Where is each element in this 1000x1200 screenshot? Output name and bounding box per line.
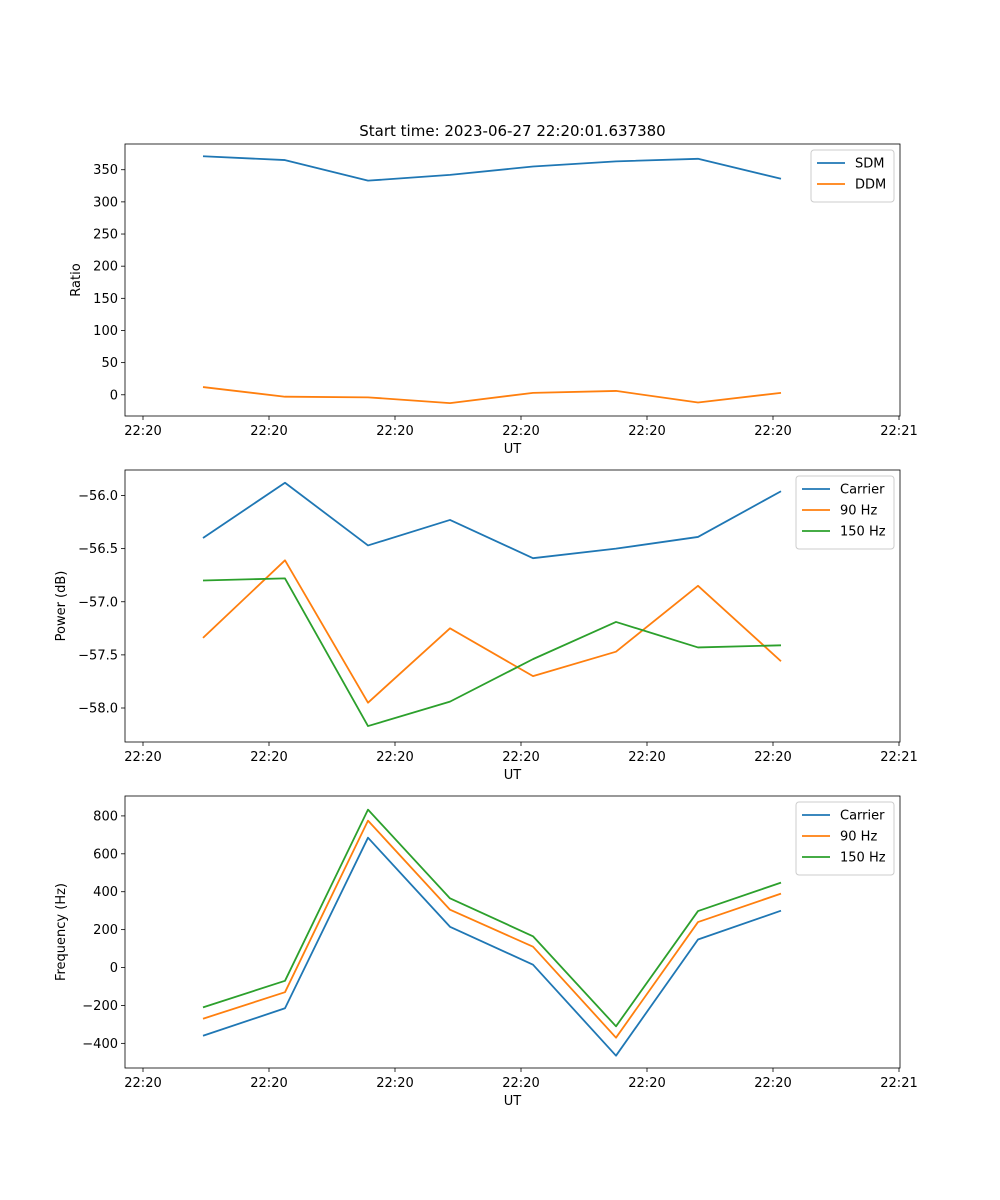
y-tick-label: −56.0 (78, 489, 118, 504)
legend-label: 90 Hz (840, 504, 877, 519)
y-tick-label: 350 (93, 163, 118, 178)
legend-label: Carrier (840, 809, 885, 824)
x-axis-label: UT (504, 442, 522, 457)
y-tick-label: 200 (93, 260, 118, 275)
x-tick-label: 22:20 (754, 750, 791, 765)
x-tick-label: 22:20 (124, 750, 161, 765)
series-line-90-hz (202, 559, 782, 704)
y-tick-label: 100 (93, 324, 118, 339)
plot-frame (124, 795, 901, 1069)
legend-label: 150 Hz (840, 525, 886, 540)
y-tick-label: −200 (82, 999, 118, 1014)
x-tick-label: 22:20 (250, 750, 287, 765)
series-line-carrier (202, 836, 782, 1057)
y-tick-label: −56.5 (78, 542, 118, 557)
x-tick-label: 22:21 (880, 424, 917, 439)
legend: Carrier 90 Hz 150 Hz (795, 475, 895, 550)
x-axis-label: UT (504, 1094, 522, 1109)
x-tick-label: 22:21 (880, 1076, 917, 1091)
series-line-150-hz (202, 808, 782, 1028)
plot-frame (124, 469, 901, 743)
legend-label: SDM (855, 157, 884, 172)
x-tick-label: 22:20 (124, 424, 161, 439)
y-axis-label: Frequency (Hz) (54, 883, 69, 981)
y-tick-label: −57.0 (78, 595, 118, 610)
legend-label: Carrier (840, 483, 885, 498)
series-line-150-hz (202, 577, 782, 727)
x-tick-label: 22:20 (250, 424, 287, 439)
x-tick-label: 22:21 (880, 750, 917, 765)
y-tick-label: 150 (93, 292, 118, 307)
x-tick-label: 22:20 (754, 424, 791, 439)
x-tick-label: 22:20 (376, 750, 413, 765)
y-tick-label: −57.5 (78, 648, 118, 663)
chart-panel-2: −58.0 −57.5 −57.0 −56.5 −56.0 22:20 22:20 22:20… (54, 469, 918, 783)
y-tick-label: 800 (93, 809, 118, 824)
y-tick-label: −400 (82, 1037, 118, 1052)
x-tick-label: 22:20 (376, 1076, 413, 1091)
y-tick-label: 0 (110, 961, 118, 976)
series-line-ddm (202, 386, 782, 405)
y-tick-label: 50 (101, 356, 118, 371)
y-axis-label: Power (dB) (54, 571, 69, 642)
chart-panel-1: 0 50 100 150 200 250 300 350 22:20 22:20 22:20 22:2… (69, 143, 918, 457)
legend: Carrier 90 Hz 150 Hz (795, 801, 895, 876)
x-tick-label: 22:20 (628, 1076, 665, 1091)
x-tick-label: 22:20 (502, 1076, 539, 1091)
legend: SDM DDM (810, 149, 895, 203)
y-tick-label: 300 (93, 195, 118, 210)
legend-label: DDM (855, 178, 886, 193)
legend-label: 150 Hz (840, 851, 886, 866)
x-tick-label: 22:20 (628, 424, 665, 439)
plot-frame (124, 143, 901, 417)
y-axis-label: Ratio (69, 263, 84, 296)
x-tick-label: 22:20 (124, 1076, 161, 1091)
y-tick-label: 200 (93, 923, 118, 938)
series-line-90-hz (202, 819, 782, 1039)
y-tick-label: 600 (93, 847, 118, 862)
y-tick-label: 0 (110, 388, 118, 403)
x-tick-label: 22:20 (502, 750, 539, 765)
x-tick-label: 22:20 (376, 424, 413, 439)
x-tick-label: 22:20 (502, 424, 539, 439)
x-tick-label: 22:20 (754, 1076, 791, 1091)
x-tick-label: 22:20 (628, 750, 665, 765)
series-line-carrier (202, 481, 782, 560)
series-line-sdm (202, 155, 782, 182)
y-tick-label: 400 (93, 885, 118, 900)
y-tick-label: −58.0 (78, 702, 118, 717)
x-axis-label: UT (504, 768, 522, 783)
chart-panel-3: −400 −200 0 200 400 600 800 22:20 22:20 22:20 22:2… (54, 795, 918, 1109)
x-tick-label: 22:20 (250, 1076, 287, 1091)
y-tick-label: 250 (93, 228, 118, 243)
legend-label: 90 Hz (840, 830, 877, 845)
figure-title: Start time: 2023-06-27 22:20:01.637380 (359, 122, 665, 140)
